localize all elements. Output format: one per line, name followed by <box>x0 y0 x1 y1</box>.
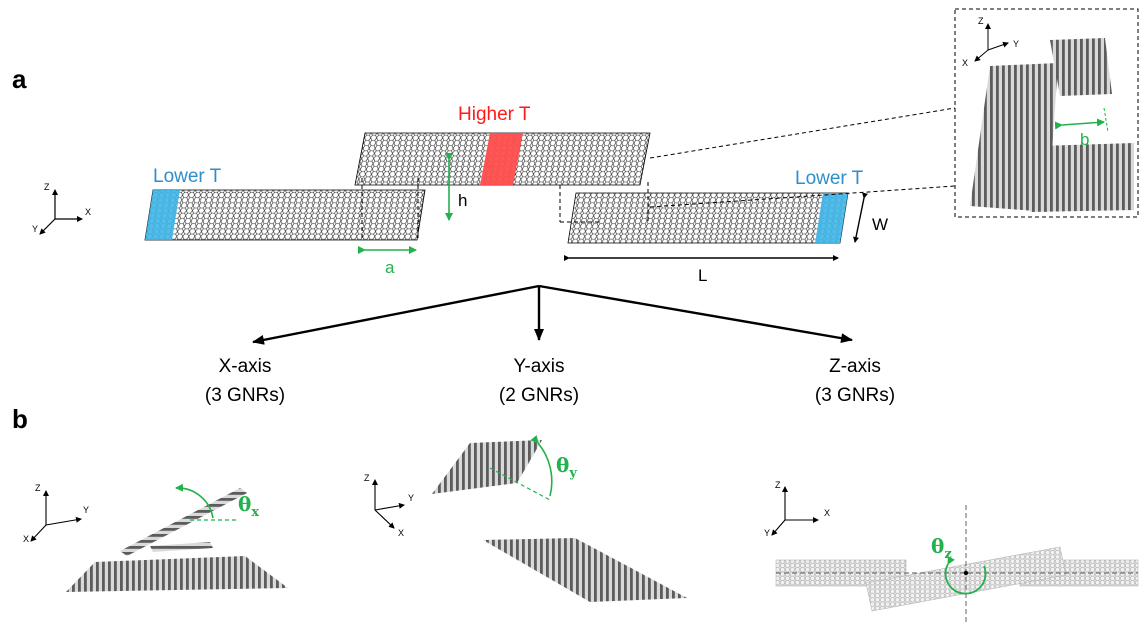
bz-axis-x: X <box>824 508 830 518</box>
label-lower-t-left: Lower T <box>153 166 222 187</box>
branch-z-axis: Z-axis <box>829 356 881 377</box>
branch-arrows <box>252 284 853 345</box>
inset-axis-z: Z <box>978 16 984 26</box>
ribbon-right <box>567 192 849 244</box>
by-axis-z: Z <box>364 473 370 483</box>
dimension-l: L <box>564 255 839 285</box>
view-z-rotation: Z X Y θz <box>764 480 1139 622</box>
by-axis-x: X <box>398 528 404 538</box>
theta-z-label: θz <box>931 534 952 562</box>
branch-x-count: (3 GNRs) <box>205 385 285 406</box>
bz-axis-z: Z <box>775 480 781 490</box>
dim-label-b: b <box>1080 130 1089 149</box>
axis-triad-main: Z X Y <box>32 182 91 235</box>
projection-guides <box>361 107 956 240</box>
bx-axis-y: Y <box>83 505 89 515</box>
theta-x-label: θx <box>238 492 259 520</box>
dim-label-l: L <box>698 266 707 285</box>
axis-label-x: X <box>85 207 91 217</box>
inset-overlap-view: Z Y X b <box>954 8 1139 218</box>
dimension-a: a <box>358 246 417 277</box>
bx-axis-x: X <box>23 534 29 544</box>
dimension-w: W <box>853 192 888 243</box>
panel-label-b: b <box>12 404 28 434</box>
dim-label-w: W <box>872 215 888 234</box>
inset-axis-y: Y <box>1013 39 1019 49</box>
dim-label-h: h <box>458 191 467 210</box>
theta-y-label: θy <box>556 453 577 481</box>
view-x-rotation: Z Y X θx <box>23 483 288 592</box>
view-y-rotation: Z Y X θy <box>364 435 687 602</box>
axis-label-z: Z <box>44 182 50 192</box>
inset-axis-x: X <box>962 58 968 68</box>
branch-y-axis: Y-axis <box>513 356 564 377</box>
panel-label-a: a <box>12 64 27 94</box>
label-lower-t-right: Lower T <box>795 168 864 189</box>
label-higher-t: Higher T <box>458 104 531 125</box>
bx-axis-z: Z <box>35 483 41 493</box>
dimension-h: h <box>445 153 467 221</box>
ribbon-left <box>144 189 426 241</box>
bz-axis-y: Y <box>764 528 770 538</box>
ribbon-top <box>354 132 651 186</box>
by-axis-y: Y <box>408 493 414 503</box>
branch-z-count: (3 GNRs) <box>815 385 895 406</box>
branch-y-count: (2 GNRs) <box>499 385 579 406</box>
axis-label-y: Y <box>32 224 38 234</box>
branch-x-axis: X-axis <box>219 356 272 377</box>
dim-label-a: a <box>385 258 395 277</box>
